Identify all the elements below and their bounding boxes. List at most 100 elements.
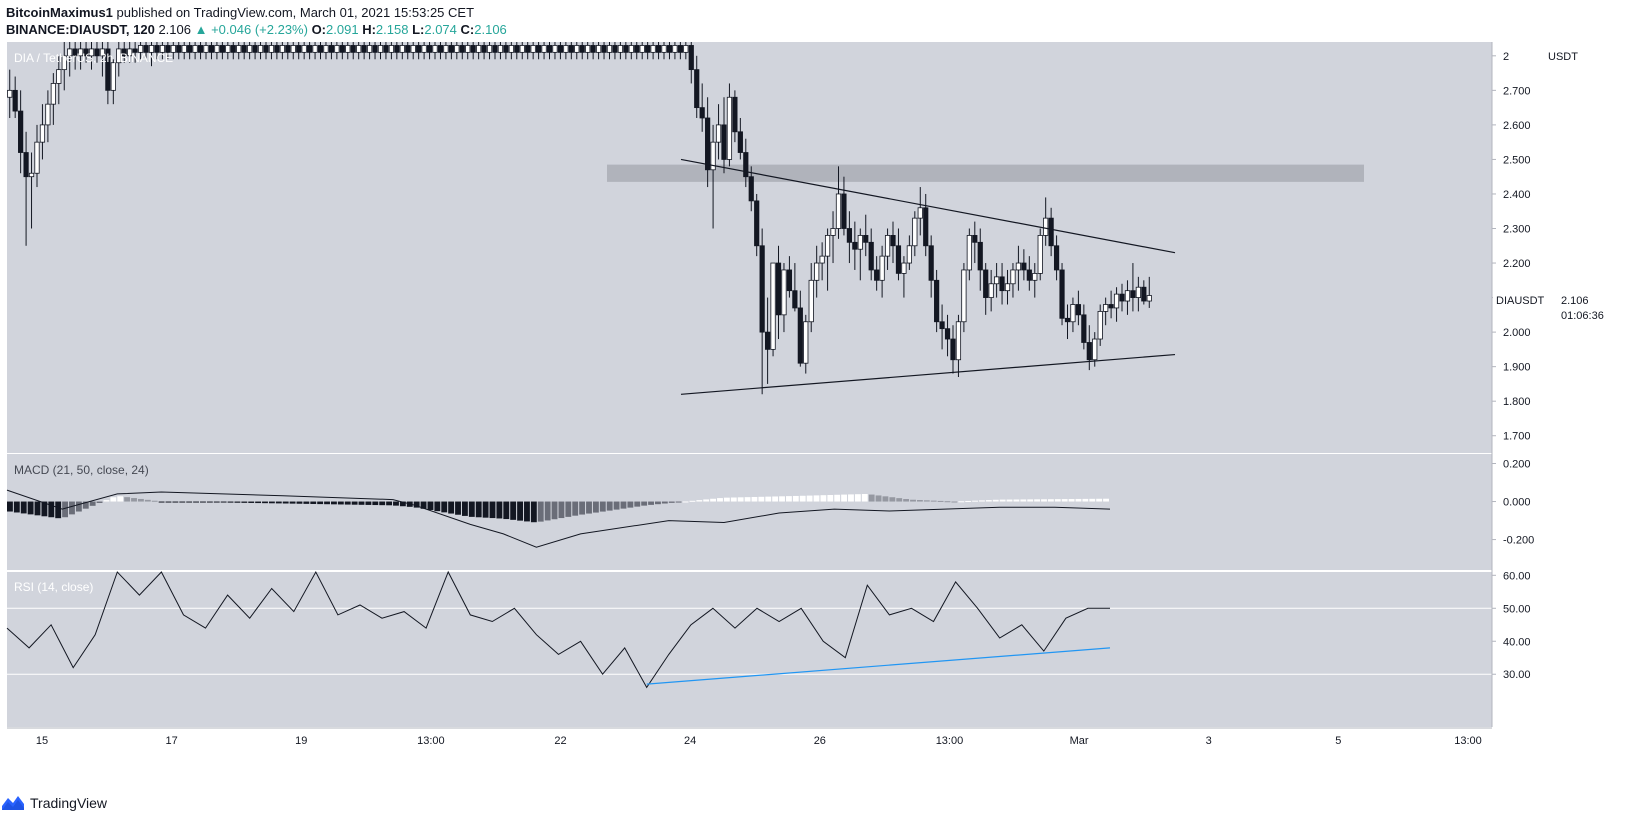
macd-histogram-bar xyxy=(992,499,999,502)
macd-histogram-bar xyxy=(613,501,620,510)
candle-down xyxy=(1086,342,1092,361)
macd-histogram-bar xyxy=(213,501,220,503)
macd-histogram-bar xyxy=(1061,499,1068,502)
macd-histogram-bar xyxy=(1041,499,1047,502)
time-tick-label: 5 xyxy=(1335,735,1341,747)
candle-up xyxy=(334,45,340,53)
candle-up xyxy=(268,45,275,53)
macd-histogram-bar xyxy=(227,501,234,503)
candle-down xyxy=(1053,245,1060,271)
descending-trendline[interactable] xyxy=(680,158,1176,254)
rsi-axis[interactable]: 60.00 50.00 40.00 30.00 xyxy=(1492,570,1531,681)
candle-down xyxy=(12,89,18,112)
macd-pane-background xyxy=(7,454,1492,570)
rsi-pane[interactable]: RSI (14, close) 60.00 50.00 40.00 30.00 xyxy=(6,570,1531,727)
time-tick-label: 24 xyxy=(684,735,696,747)
macd-histogram-bar xyxy=(820,495,827,502)
price-pane[interactable]: DIA / TetherUS, 2h, BINANCE 2 2.700 2.600 2… xyxy=(7,42,1610,453)
candle-up xyxy=(1146,295,1152,302)
macd-histogram-bar xyxy=(48,501,55,518)
symbol-label[interactable]: BINANCE:DIAUSDT, 120 xyxy=(6,22,155,37)
candle-up xyxy=(39,124,46,143)
macd-histogram-bar xyxy=(103,500,110,502)
candle-down xyxy=(165,45,171,53)
chart-canvas[interactable]: DIA / TetherUS, 2h, BINANCE 2 2.700 2.600 2… xyxy=(0,42,1627,785)
macd-histogram-bar xyxy=(62,501,69,518)
macd-histogram-bar xyxy=(710,498,717,502)
macd-histogram-bar xyxy=(82,501,89,509)
candle-up xyxy=(78,48,84,57)
candle-up xyxy=(181,45,187,53)
macd-histogram-bar xyxy=(386,501,393,506)
macd-histogram-bar xyxy=(144,499,151,502)
candle-up xyxy=(203,45,209,53)
macd-histogram-bar xyxy=(206,501,213,503)
candle-up xyxy=(830,228,836,236)
candle-up xyxy=(563,45,569,53)
candle-down xyxy=(557,45,564,53)
candle-down xyxy=(950,338,956,361)
candle-down xyxy=(863,235,869,243)
candle-down xyxy=(1048,217,1054,247)
macd-histogram-bar xyxy=(124,497,131,502)
ascending-trendline[interactable] xyxy=(680,353,1176,395)
candle-down xyxy=(372,45,378,53)
macd-tick-label: 0.000 xyxy=(1503,497,1531,509)
candle-down xyxy=(176,45,182,53)
candle-down xyxy=(754,200,760,247)
macd-histogram-bar xyxy=(1047,499,1054,502)
price-axis[interactable]: 22.7002.6002.5002.4002.3002.2002.1002.00… xyxy=(1492,51,1531,443)
macd-histogram-bar xyxy=(916,500,923,502)
candle-up xyxy=(552,45,558,53)
rsi-trendline[interactable] xyxy=(646,647,1111,685)
macd-histogram-bar xyxy=(158,501,165,503)
macd-histogram-bar xyxy=(455,501,461,515)
candle-up xyxy=(497,45,504,53)
price-tick-label: 2.400 xyxy=(1503,189,1531,201)
macd-histogram-bar xyxy=(89,501,96,506)
macd-histogram-bar xyxy=(255,501,262,504)
candle-down xyxy=(503,45,509,53)
rsi-legend: RSI (14, close) xyxy=(14,580,93,594)
macd-histogram-bar xyxy=(427,501,434,510)
time-axis[interactable] xyxy=(7,728,1492,749)
time-axis-labels: 15 17 19 13:00 22 24 26 13:00 Mar 3 5 13:00 xyxy=(36,735,1482,747)
macd-histogram-bar xyxy=(689,500,696,502)
candle-down xyxy=(846,228,852,243)
macd-histogram-bar xyxy=(1054,499,1061,502)
candle-up xyxy=(585,45,591,53)
open-label: O: xyxy=(311,22,327,37)
macd-axis[interactable]: 0.200 0.000 -0.200 xyxy=(1492,459,1534,547)
open-value: 2.091 xyxy=(326,22,359,37)
candle-series xyxy=(7,42,1152,395)
candle-up xyxy=(661,45,667,53)
macd-histogram-bar xyxy=(248,501,255,503)
candle-down xyxy=(470,45,476,53)
macd-histogram-bar xyxy=(999,499,1006,502)
candle-up xyxy=(34,141,40,174)
candle-up xyxy=(650,45,656,53)
candle-up xyxy=(148,45,155,53)
candle-up xyxy=(530,45,536,53)
bar-countdown: 01:06:36 xyxy=(1561,310,1604,322)
candle-up xyxy=(857,235,863,250)
macd-histogram-bar xyxy=(55,501,62,519)
candle-down xyxy=(1064,317,1071,323)
tradingview-logo-icon[interactable] xyxy=(0,792,26,814)
price-tick-label: 2.000 xyxy=(1503,327,1531,339)
macd-pane[interactable]: MACD (21, 50, close, 24) 0.200 0.000 -0.20… xyxy=(6,454,1534,570)
macd-histogram-bar xyxy=(434,501,441,512)
macd-histogram-bar xyxy=(1027,499,1034,502)
macd-histogram-bar xyxy=(792,495,799,502)
macd-histogram-bar xyxy=(648,501,654,505)
macd-histogram-bar xyxy=(468,501,475,517)
candle-up xyxy=(88,48,95,57)
publisher-name[interactable]: BitcoinMaximus1 xyxy=(6,5,113,20)
candle-up xyxy=(127,48,133,57)
price-pane-background xyxy=(7,42,1492,453)
macd-histogram-bar xyxy=(751,496,758,502)
candle-up xyxy=(159,45,165,53)
macd-histogram-bar xyxy=(220,501,227,503)
macd-histogram-bar xyxy=(558,501,565,519)
macd-histogram-bar xyxy=(958,501,965,503)
